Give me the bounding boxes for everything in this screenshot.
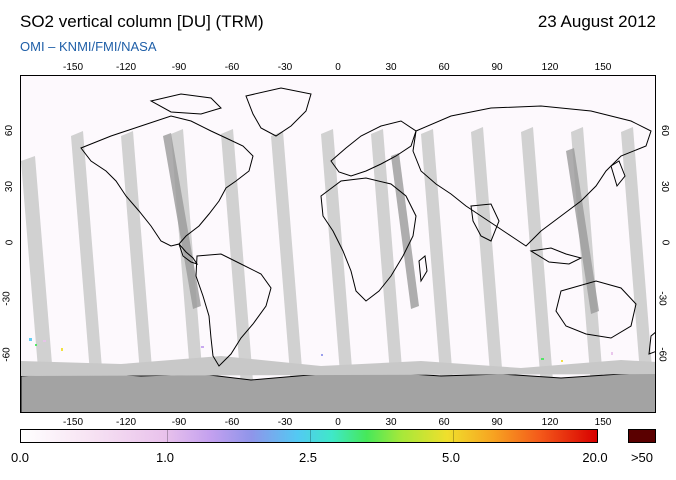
colorbar-label: 2.5 (298, 450, 318, 465)
lon-tick-top: 0 (335, 62, 341, 73)
colorbar-label: 20.0 (582, 450, 608, 465)
continents (80, 87, 655, 367)
lon-tick-bottom: -120 (115, 417, 137, 428)
antarctica (21, 371, 655, 412)
greenland (245, 87, 312, 137)
swath-gaps (21, 127, 653, 386)
lon-tick-bottom: 150 (594, 417, 612, 428)
lon-tick-bottom: 120 (541, 417, 559, 428)
lat-tick-right: 60 (659, 124, 671, 137)
lon-tick-bottom: -150 (62, 417, 84, 428)
lon-tick-top: 150 (594, 62, 612, 73)
colorbar-label: 0.0 (10, 450, 30, 465)
lon-tick-top: -120 (115, 62, 137, 73)
lon-tick-top: -60 (224, 62, 240, 73)
new-zealand (648, 332, 655, 355)
lat-tick-left: 60 (4, 124, 16, 137)
lon-tick-bottom: 0 (335, 417, 341, 428)
lon-tick-top: -90 (171, 62, 187, 73)
lon-tick-top: 60 (438, 62, 450, 73)
lat-tick-right: -60 (656, 347, 668, 362)
map-title: SO2 vertical column [DU] (TRM) (20, 12, 264, 31)
lon-tick-bottom: 30 (385, 417, 397, 428)
japan (610, 160, 626, 188)
europe (330, 120, 417, 177)
southern-ice (21, 356, 655, 376)
lat-tick-left: -30 (1, 291, 13, 306)
indonesia (529, 247, 583, 265)
lat-tick-left: 0 (4, 239, 16, 246)
lon-tick-bottom: 90 (491, 417, 503, 428)
colorbar-label: 1.0 (155, 450, 175, 465)
lon-tick-bottom: 60 (438, 417, 450, 428)
arctic-islands (149, 93, 222, 115)
asia (412, 105, 652, 247)
australia (555, 280, 637, 339)
lon-tick-top: -30 (277, 62, 293, 73)
lon-tick-bottom: -30 (277, 417, 293, 428)
lat-tick-right: -30 (656, 291, 668, 306)
africa (320, 177, 417, 302)
madagascar (418, 255, 428, 283)
lon-tick-top: 90 (491, 62, 503, 73)
colorbar-overflow-label: >50 (630, 450, 654, 465)
map-date: 23 August 2012 (537, 12, 656, 31)
lon-tick-bottom: -90 (171, 417, 187, 428)
lon-tick-top: -150 (62, 62, 84, 73)
lat-tick-right: 0 (659, 239, 671, 246)
lon-tick-top: 120 (541, 62, 559, 73)
lat-tick-left: 30 (4, 180, 16, 193)
colorbar-overflow-swatch (628, 429, 656, 443)
north-america (80, 115, 254, 247)
colorbar (20, 429, 598, 443)
india (470, 203, 500, 242)
lon-tick-top: 30 (385, 62, 397, 73)
swath-overlaps (163, 133, 599, 314)
lon-tick-bottom: -60 (224, 417, 240, 428)
world-map (20, 75, 656, 413)
south-america (195, 253, 272, 367)
lat-tick-right: 30 (659, 180, 671, 193)
lat-tick-left: -60 (1, 347, 13, 362)
so2-speckles (29, 338, 613, 362)
colorbar-label: 5.0 (441, 450, 461, 465)
credit-line: OMI – KNMI/FMI/NASA (20, 39, 157, 54)
